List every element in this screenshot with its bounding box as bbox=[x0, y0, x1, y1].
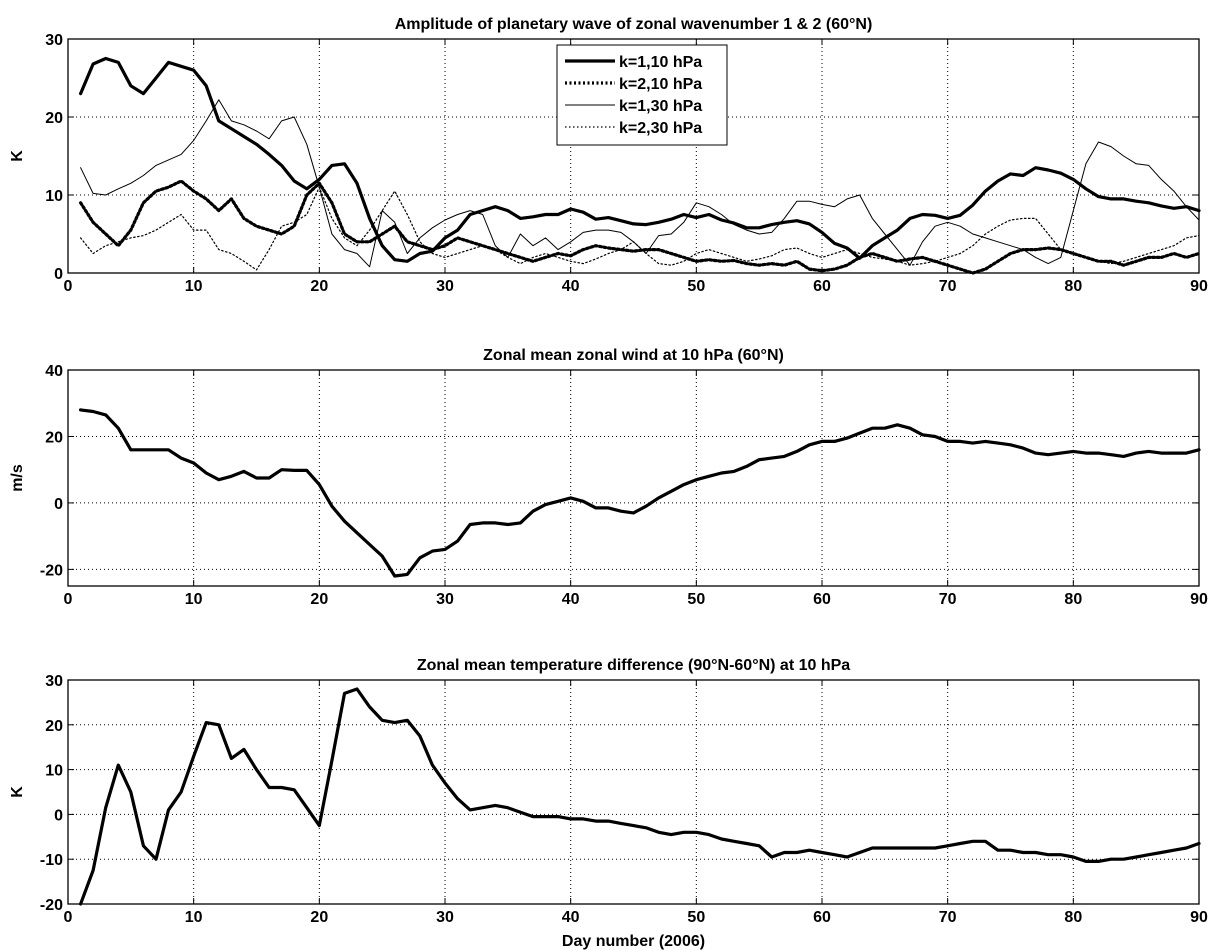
x-tick-label: 50 bbox=[687, 909, 705, 926]
chart-title: Amplitude of planetary wave of zonal wav… bbox=[395, 16, 873, 33]
y-tick-label: -10 bbox=[40, 852, 63, 869]
plot-frame bbox=[67, 38, 1200, 274]
x-tick-label: 0 bbox=[64, 591, 73, 608]
x-tick-label: 70 bbox=[939, 909, 957, 926]
y-tick-label: 30 bbox=[45, 673, 63, 690]
legend-label: k=1,30 hPa bbox=[619, 98, 702, 115]
x-tick-label: 60 bbox=[813, 909, 831, 926]
x-tick-label: 50 bbox=[687, 591, 705, 608]
x-tick-label: 10 bbox=[185, 591, 203, 608]
y-axis-label: m/s bbox=[9, 464, 26, 492]
y-tick-label: 0 bbox=[54, 496, 63, 513]
y-tick-label: 10 bbox=[45, 763, 63, 780]
y-tick-label: 20 bbox=[45, 429, 63, 446]
y-tick-label: 10 bbox=[45, 188, 63, 205]
y-tick-label: -20 bbox=[40, 897, 63, 914]
series-line-k-1-10-hpa bbox=[78, 56, 1201, 263]
x-tick-label: 40 bbox=[562, 909, 580, 926]
x-tick-label: 0 bbox=[64, 909, 73, 926]
x-tick-label: 40 bbox=[562, 591, 580, 608]
x-tick-label: 10 bbox=[185, 909, 203, 926]
panel-temperature-difference: 0 10 20 30 40 50 60 70 80 90 -20 -10 0 10 20 30 Zonal me… bbox=[9, 657, 1208, 950]
x-tick-label: 10 bbox=[185, 278, 203, 295]
x-tick-label: 80 bbox=[1064, 909, 1082, 926]
x-tick-label: 70 bbox=[939, 591, 957, 608]
chart-title: Zonal mean temperature difference (90°N-… bbox=[417, 657, 850, 674]
x-tick-label: 30 bbox=[436, 909, 454, 926]
y-axis-label: K bbox=[9, 150, 26, 162]
x-tick-label: 90 bbox=[1190, 591, 1208, 608]
y-tick-label: 0 bbox=[54, 266, 63, 283]
y-tick-label: 20 bbox=[45, 718, 63, 735]
x-tick-label: 90 bbox=[1190, 278, 1208, 295]
series-line-0 bbox=[78, 687, 1201, 906]
plot-frame bbox=[67, 369, 1200, 587]
y-tick-label: 40 bbox=[45, 363, 63, 380]
y-tick-label: -20 bbox=[40, 562, 63, 579]
legend-label: k=2,30 hPa bbox=[619, 120, 702, 137]
y-tick-label: 20 bbox=[45, 110, 63, 127]
series-line-k-2-30-hpa bbox=[79, 186, 1200, 271]
x-tick-label: 70 bbox=[939, 278, 957, 295]
x-tick-label: 30 bbox=[436, 278, 454, 295]
legend-label: k=1,10 hPa bbox=[619, 54, 702, 71]
x-tick-label: 20 bbox=[310, 278, 328, 295]
series-line-0 bbox=[78, 408, 1201, 578]
x-tick-label: 20 bbox=[310, 909, 328, 926]
legend-box bbox=[556, 44, 728, 146]
x-tick-label: 80 bbox=[1064, 278, 1082, 295]
x-tick-label: 40 bbox=[562, 278, 580, 295]
y-tick-label: 30 bbox=[45, 32, 63, 49]
x-axis-label: Day number (2006) bbox=[562, 933, 705, 950]
series-line-k-2-10-hpa bbox=[78, 179, 1201, 275]
panel-wave-amplitude: 0 10 20 30 40 50 60 70 80 90 0 10 20 30 Amplitude of p… bbox=[9, 16, 1208, 295]
x-tick-label: 80 bbox=[1064, 591, 1082, 608]
x-tick-label: 60 bbox=[813, 278, 831, 295]
x-tick-label: 90 bbox=[1190, 909, 1208, 926]
y-tick-label: 0 bbox=[54, 807, 63, 824]
x-tick-label: 30 bbox=[436, 591, 454, 608]
y-axis-label: K bbox=[9, 786, 26, 798]
x-tick-label: 60 bbox=[813, 591, 831, 608]
x-tick-label: 50 bbox=[687, 278, 705, 295]
legend: k=1,10 hPa k=2,10 hPa k=1,30 hPa k=2,30 hPa bbox=[556, 44, 728, 146]
x-tick-label: 20 bbox=[310, 591, 328, 608]
chart-title: Zonal mean zonal wind at 10 hPa (60°N) bbox=[483, 347, 784, 364]
legend-label: k=2,10 hPa bbox=[619, 76, 702, 93]
plot-frame bbox=[67, 679, 1200, 905]
x-tick-label: 0 bbox=[64, 278, 73, 295]
